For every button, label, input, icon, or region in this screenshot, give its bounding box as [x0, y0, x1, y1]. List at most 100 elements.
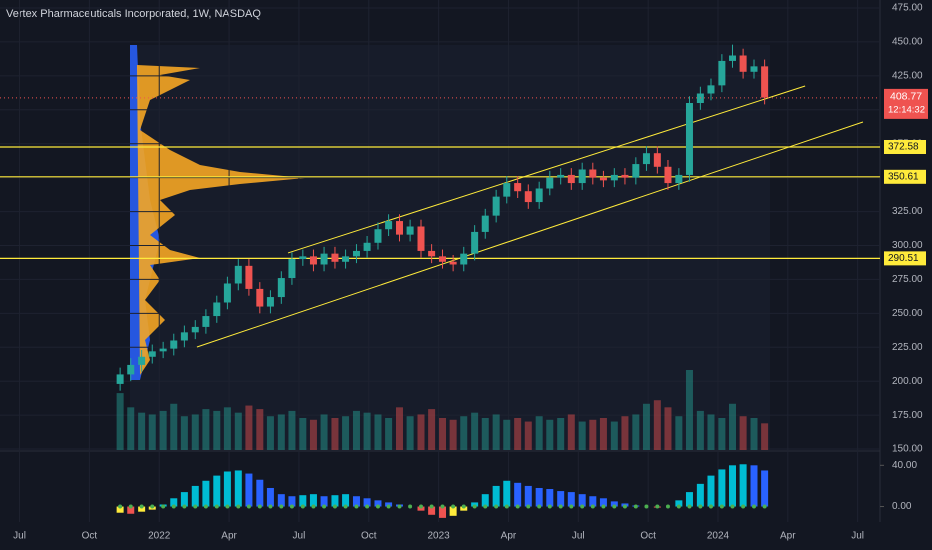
volume-bar — [138, 412, 146, 450]
zero-dot — [268, 504, 273, 509]
volume-bar — [417, 414, 425, 450]
trendline — [196, 121, 864, 348]
volume-bar — [374, 414, 382, 450]
zero-dot — [322, 504, 327, 509]
candle-body — [406, 226, 414, 235]
oscillator-bar — [223, 471, 231, 507]
volume-bar — [277, 414, 285, 450]
profile-range — [130, 45, 770, 450]
oscillator-bar — [277, 494, 285, 507]
zero-dot — [429, 504, 434, 509]
oscillator-bar — [761, 470, 769, 507]
volume-bar — [331, 418, 339, 450]
volume-bar — [685, 370, 693, 450]
volume-bar — [428, 409, 436, 450]
zero-dot — [150, 504, 155, 509]
candle-body — [610, 174, 618, 181]
zero-dot — [612, 504, 617, 509]
candle-body — [428, 250, 436, 257]
volume-bar — [696, 410, 704, 450]
x-tick-label: Jul — [13, 531, 26, 542]
candle-body — [148, 351, 156, 357]
volume-bar — [610, 421, 618, 450]
oscillator-bar — [728, 465, 736, 507]
oscillator-bar — [138, 506, 146, 512]
oscillator-bar — [363, 498, 371, 507]
volume-bar — [320, 414, 328, 450]
candle-body — [761, 66, 769, 98]
candle-body — [632, 164, 640, 178]
oscillator-bar — [514, 482, 522, 507]
oscillator-bar — [503, 480, 511, 507]
volume-bar — [642, 403, 650, 450]
candle-body — [492, 196, 500, 216]
volume-bar — [449, 419, 457, 450]
volume-bar — [309, 419, 317, 450]
candle-body — [664, 166, 672, 184]
volume-bar — [514, 418, 522, 450]
volume-bar — [718, 418, 726, 450]
oscillator-bar — [481, 494, 489, 507]
candle-body — [567, 174, 575, 184]
zero-dot — [225, 504, 230, 509]
zero-dot — [214, 504, 219, 509]
candle-body — [116, 374, 124, 384]
candle-body — [707, 85, 715, 94]
oscillator-bar — [342, 494, 350, 507]
oscillator-bar — [170, 498, 178, 507]
volume-bar — [675, 416, 683, 450]
volume-bar — [761, 423, 769, 450]
candle-body — [599, 177, 607, 181]
zero-dot — [698, 504, 703, 509]
zero-dot — [580, 504, 585, 509]
volume-bar — [223, 407, 231, 450]
candle-body — [331, 253, 339, 262]
volume-bar — [234, 412, 242, 450]
volume-bar — [503, 419, 511, 450]
candle-body — [223, 283, 231, 303]
zero-dot — [708, 504, 713, 509]
zero-dot — [537, 504, 542, 509]
oscillator-bar — [385, 502, 393, 507]
zero-dot — [311, 504, 316, 509]
candle-body — [524, 191, 532, 203]
candle-body — [374, 229, 382, 243]
y-tick-label: 150.00 — [892, 444, 923, 455]
trendline — [287, 85, 806, 254]
candle-body — [503, 183, 511, 197]
level-label: 290.51 — [888, 253, 919, 264]
candle-body — [621, 174, 629, 178]
y-tick-label: 300.00 — [892, 240, 923, 251]
volume-bar — [395, 407, 403, 450]
x-tick-label: Apr — [221, 531, 237, 542]
y-tick-label: 200.00 — [892, 376, 923, 387]
oscillator-bar — [245, 473, 253, 507]
zero-dot — [590, 504, 595, 509]
candle-body — [277, 278, 285, 298]
oscillator-bar — [256, 479, 264, 507]
x-tick-label: Apr — [501, 531, 517, 542]
volume-bar — [460, 416, 468, 450]
oscillator-bar — [428, 506, 436, 515]
x-tick-label: 2022 — [148, 531, 171, 542]
zero-dot — [752, 504, 757, 509]
volume-bar — [599, 418, 607, 450]
y-tick-label: 225.00 — [892, 342, 923, 353]
zero-dot — [601, 504, 606, 509]
oscillator-bar — [567, 492, 575, 507]
volume-bar — [406, 416, 414, 450]
volume-bar — [352, 410, 360, 450]
oscillator-bar — [696, 483, 704, 507]
volume-bar — [632, 414, 640, 450]
zero-dot — [472, 504, 477, 509]
volume-bar — [664, 407, 672, 450]
volume-bar — [127, 407, 135, 450]
candle-body — [578, 169, 586, 184]
oscillator-bar — [309, 494, 317, 507]
x-tick-label: Jul — [572, 531, 585, 542]
candle-body — [395, 221, 403, 235]
x-tick-label: Apr — [780, 531, 796, 542]
candle-body — [245, 265, 253, 289]
oscillator-bar — [191, 485, 199, 507]
candle-body — [653, 153, 661, 167]
